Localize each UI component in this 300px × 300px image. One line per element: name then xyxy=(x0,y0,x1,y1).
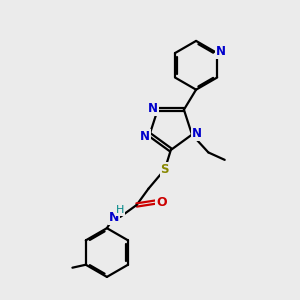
Text: S: S xyxy=(160,163,169,176)
Text: N: N xyxy=(109,211,119,224)
Text: N: N xyxy=(216,45,226,58)
Text: H: H xyxy=(116,205,124,215)
Text: N: N xyxy=(191,127,202,140)
Text: N: N xyxy=(148,102,158,115)
Text: N: N xyxy=(140,130,150,142)
Text: O: O xyxy=(156,196,166,208)
